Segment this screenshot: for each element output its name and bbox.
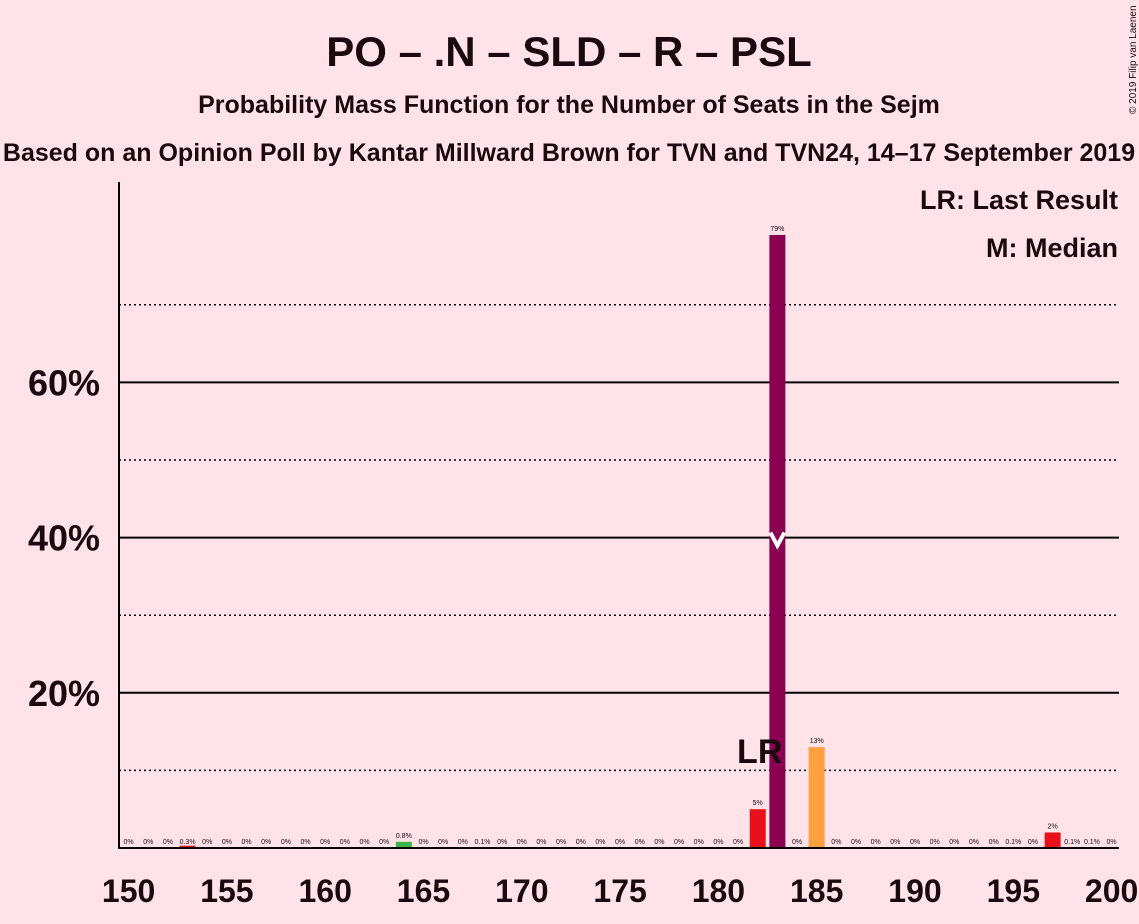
- data-label-168: 0.1%: [474, 839, 490, 846]
- data-label-177: 0%: [654, 839, 664, 846]
- data-label-186: 0%: [831, 839, 841, 846]
- data-label-193: 0%: [969, 839, 979, 846]
- data-label-198: 0.1%: [1064, 839, 1080, 846]
- x-tick-label: 195: [987, 873, 1040, 909]
- x-tick-label: 165: [397, 873, 450, 909]
- data-label-196: 0%: [1028, 839, 1038, 846]
- bar-185: [808, 747, 825, 848]
- data-label-174: 0%: [595, 839, 605, 846]
- data-label-169: 0%: [497, 839, 507, 846]
- data-label-162: 0%: [359, 839, 369, 846]
- x-tick-label: 180: [692, 873, 745, 909]
- x-tick-label: 170: [495, 873, 548, 909]
- data-label-170: 0%: [517, 839, 527, 846]
- data-label-176: 0%: [635, 839, 645, 846]
- data-label-180: 0%: [713, 839, 723, 846]
- x-tick-label: 185: [790, 873, 843, 909]
- bar-164: [395, 841, 412, 848]
- data-label-166: 0%: [438, 839, 448, 846]
- data-label-189: 0%: [890, 839, 900, 846]
- data-label-183: 79%: [770, 226, 784, 233]
- data-label-199: 0.1%: [1084, 839, 1100, 846]
- data-label-190: 0%: [910, 839, 920, 846]
- data-label-156: 0%: [241, 839, 251, 846]
- x-tick-label: 200: [1085, 873, 1138, 909]
- data-label-150: 0%: [124, 839, 134, 846]
- data-label-160: 0%: [320, 839, 330, 846]
- x-tick-label: 190: [888, 873, 941, 909]
- bar-153: [179, 845, 196, 848]
- data-label-195: 0.1%: [1005, 839, 1021, 846]
- data-label-157: 0%: [261, 839, 271, 846]
- y-tick-label: 20%: [28, 673, 100, 714]
- data-labels: 0% 0% 0% 0.3% 0% 0% 0% 0% 0% 0% 0% 0% 0% 0% 0.8% 0% 0% 0%…: [124, 226, 1117, 846]
- data-label-182: 5%: [753, 800, 763, 807]
- data-label-175: 0%: [615, 839, 625, 846]
- legend-last-result: LR: Last Result: [920, 185, 1118, 215]
- data-label-179: 0%: [694, 839, 704, 846]
- data-label-200: 0%: [1107, 839, 1117, 846]
- y-axis-tick-labels: 20% 40% 60%: [28, 362, 100, 713]
- y-tick-label: 60%: [28, 362, 100, 403]
- data-label-197: 2%: [1048, 823, 1058, 830]
- data-label-165: 0%: [418, 839, 428, 846]
- data-label-163: 0%: [379, 839, 389, 846]
- data-label-151: 0%: [143, 839, 153, 846]
- x-tick-label: 150: [102, 873, 155, 909]
- x-tick-label: 175: [593, 873, 646, 909]
- data-label-164: 0.8%: [396, 833, 412, 840]
- legend-median: M: Median: [986, 233, 1118, 263]
- bar-182: [749, 809, 766, 848]
- copyright-notice: © 2019 Filip van Laenen: [1128, 5, 1139, 114]
- data-label-153: 0.3%: [180, 839, 196, 846]
- data-label-154: 0%: [202, 839, 212, 846]
- data-label-159: 0%: [300, 839, 310, 846]
- data-label-158: 0%: [281, 839, 291, 846]
- chart-title: PO – .N – SLD – R – PSL: [326, 28, 811, 75]
- data-label-155: 0%: [222, 839, 232, 846]
- last-result-label: LR: [737, 733, 782, 771]
- chart-source: Based on an Opinion Poll by Kantar Millw…: [3, 139, 1135, 167]
- data-label-181: 0%: [733, 839, 743, 846]
- data-label-173: 0%: [576, 839, 586, 846]
- data-label-191: 0%: [930, 839, 940, 846]
- chart-subtitle: Probability Mass Function for the Number…: [198, 91, 940, 119]
- y-tick-label: 40%: [28, 518, 100, 559]
- data-label-152: 0%: [163, 839, 173, 846]
- data-label-187: 0%: [851, 839, 861, 846]
- gridlines: [119, 304, 1119, 772]
- data-label-192: 0%: [949, 839, 959, 846]
- median-marker: [768, 531, 787, 550]
- data-label-188: 0%: [871, 839, 881, 846]
- x-tick-label: 160: [299, 873, 352, 909]
- data-label-185: 13%: [810, 738, 824, 745]
- x-axis-tick-labels: 150 155 160 165 170 175 180 185 190 195 200: [102, 873, 1138, 909]
- data-label-171: 0%: [536, 839, 546, 846]
- bar-197: [1044, 832, 1061, 848]
- data-label-167: 0%: [458, 839, 468, 846]
- data-label-178: 0%: [674, 839, 684, 846]
- data-label-184: 0%: [792, 839, 802, 846]
- data-label-172: 0%: [556, 839, 566, 846]
- data-label-194: 0%: [989, 839, 999, 846]
- data-label-161: 0%: [340, 839, 350, 846]
- x-tick-label: 155: [200, 873, 253, 909]
